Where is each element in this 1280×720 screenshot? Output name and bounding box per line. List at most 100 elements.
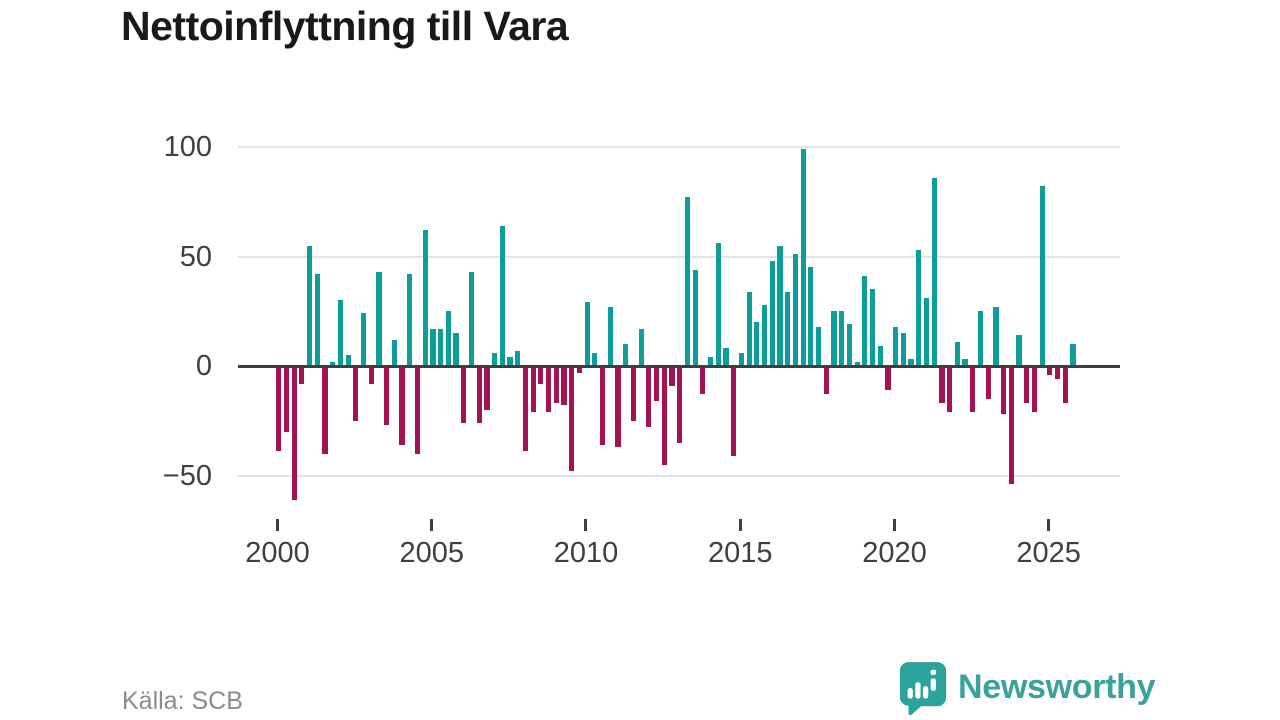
bar-2017-Q3 [815, 326, 822, 366]
bar-2000-Q3 [291, 366, 297, 500]
source-label: Källa: SCB [122, 687, 243, 715]
x-axis-label-2020: 2020 [862, 537, 927, 569]
bar-2003-Q4 [391, 339, 397, 366]
bar-2012-Q4 [669, 366, 675, 386]
bar-2023-Q1 [985, 366, 991, 399]
chart-title: Nettoinflyttning till Vara [121, 3, 569, 49]
x-axis-tick-2015 [738, 519, 742, 531]
bar-2013-Q3 [692, 269, 698, 366]
bar-2000-Q1 [276, 366, 282, 452]
bar-2015-Q2 [746, 291, 752, 366]
bar-2023-Q3 [1001, 366, 1007, 415]
bar-2002-Q2 [345, 355, 351, 366]
bar-2021-Q3 [939, 366, 945, 404]
bar-2004-Q1 [399, 366, 405, 445]
bar-2011-Q4 [638, 328, 644, 366]
bar-2002-Q4 [360, 313, 367, 366]
bar-2012-Q2 [653, 366, 660, 402]
bar-2006-Q4 [484, 366, 490, 410]
bar-2020-Q1 [893, 326, 899, 366]
bar-2024-Q4 [1039, 186, 1045, 366]
bar-2010-Q2 [592, 352, 598, 366]
bar-2019-Q2 [869, 289, 876, 366]
bar-2003-Q2 [376, 271, 382, 366]
bar-2023-Q2 [993, 306, 999, 366]
bar-2011-Q2 [623, 344, 629, 366]
bar-2011-Q1 [615, 366, 621, 448]
bar-2017-Q2 [808, 267, 814, 366]
bar-2021-Q2 [931, 177, 937, 366]
bar-2022-Q3 [970, 366, 976, 412]
bar-2001-Q2 [314, 274, 320, 366]
bar-2007-Q4 [515, 350, 521, 366]
bar-2023-Q4 [1008, 366, 1014, 485]
bar-2000-Q2 [283, 366, 289, 432]
bar-2014-Q3 [723, 348, 729, 366]
y-axis-label--50: −50 [162, 459, 212, 492]
x-axis-label-2025: 2025 [1016, 537, 1081, 569]
bar-2010-Q1 [584, 302, 590, 366]
bar-2006-Q3 [476, 366, 482, 423]
bar-2012-Q3 [661, 366, 667, 465]
bar-2018-Q3 [846, 324, 852, 366]
bar-2009-Q4 [576, 366, 583, 373]
bar-2014-Q1 [707, 357, 714, 366]
bar-2019-Q4 [885, 366, 891, 391]
bar-2000-Q4 [299, 366, 305, 384]
bar-2007-Q2 [499, 225, 505, 366]
bar-2018-Q2 [839, 311, 845, 366]
bar-2016-Q3 [785, 291, 791, 366]
y-axis-label-100: 100 [163, 131, 212, 163]
x-axis-tick-2025 [1047, 519, 1051, 531]
bar-2016-Q1 [769, 260, 775, 366]
bar-2008-Q4 [546, 366, 552, 412]
bar-2004-Q2 [407, 274, 413, 366]
bar-2020-Q2 [900, 333, 906, 366]
bar-2011-Q3 [630, 366, 637, 421]
brand-footer: Newsworthy [897, 662, 1156, 716]
bar-2006-Q1 [461, 366, 467, 423]
bar-2005-Q4 [453, 333, 459, 366]
x-axis-label-2015: 2015 [707, 537, 773, 569]
bar-2024-Q3 [1031, 366, 1038, 412]
y-axis-label-50: 50 [179, 240, 212, 273]
bar-2024-Q2 [1024, 366, 1030, 404]
bar-2022-Q2 [962, 359, 968, 366]
bar-2020-Q4 [916, 249, 922, 366]
bar-2010-Q4 [607, 306, 613, 366]
bar-2021-Q4 [947, 366, 953, 412]
bar-2024-Q1 [1016, 335, 1022, 366]
bar-2015-Q1 [738, 352, 744, 366]
bar-2002-Q3 [353, 366, 359, 421]
x-axis-label-2000: 2000 [245, 537, 310, 569]
bar-2025-Q3 [1062, 366, 1068, 404]
bar-2003-Q3 [384, 366, 390, 426]
bar-2006-Q2 [468, 271, 475, 366]
bar-2013-Q4 [700, 366, 706, 395]
bar-2014-Q4 [731, 366, 737, 456]
bar-2021-Q1 [923, 298, 930, 366]
brand-name: Newsworthy [958, 667, 1156, 706]
bar-2014-Q2 [715, 243, 721, 366]
bar-2015-Q3 [754, 322, 760, 366]
bar-2009-Q1 [553, 366, 559, 404]
x-axis-label-2010: 2010 [553, 537, 619, 569]
y-axis-label-0: 0 [195, 350, 212, 382]
bar-2013-Q2 [684, 197, 691, 366]
bar-2025-Q1 [1047, 366, 1053, 375]
bar-2019-Q1 [862, 276, 868, 366]
bar-2025-Q4 [1070, 344, 1076, 366]
bar-2005-Q2 [438, 328, 444, 366]
bar-2001-Q1 [306, 245, 313, 366]
bar-2020-Q3 [908, 359, 914, 366]
bar-2022-Q4 [977, 311, 984, 366]
gridline--50 [238, 474, 1120, 477]
x-axis-zero-line [238, 364, 1120, 368]
bar-2016-Q2 [777, 245, 783, 366]
gridline-100 [238, 146, 1120, 148]
bar-2019-Q3 [877, 346, 883, 366]
bar-2025-Q2 [1055, 366, 1061, 380]
bar-2004-Q3 [414, 366, 421, 454]
bar-2013-Q1 [677, 366, 683, 443]
